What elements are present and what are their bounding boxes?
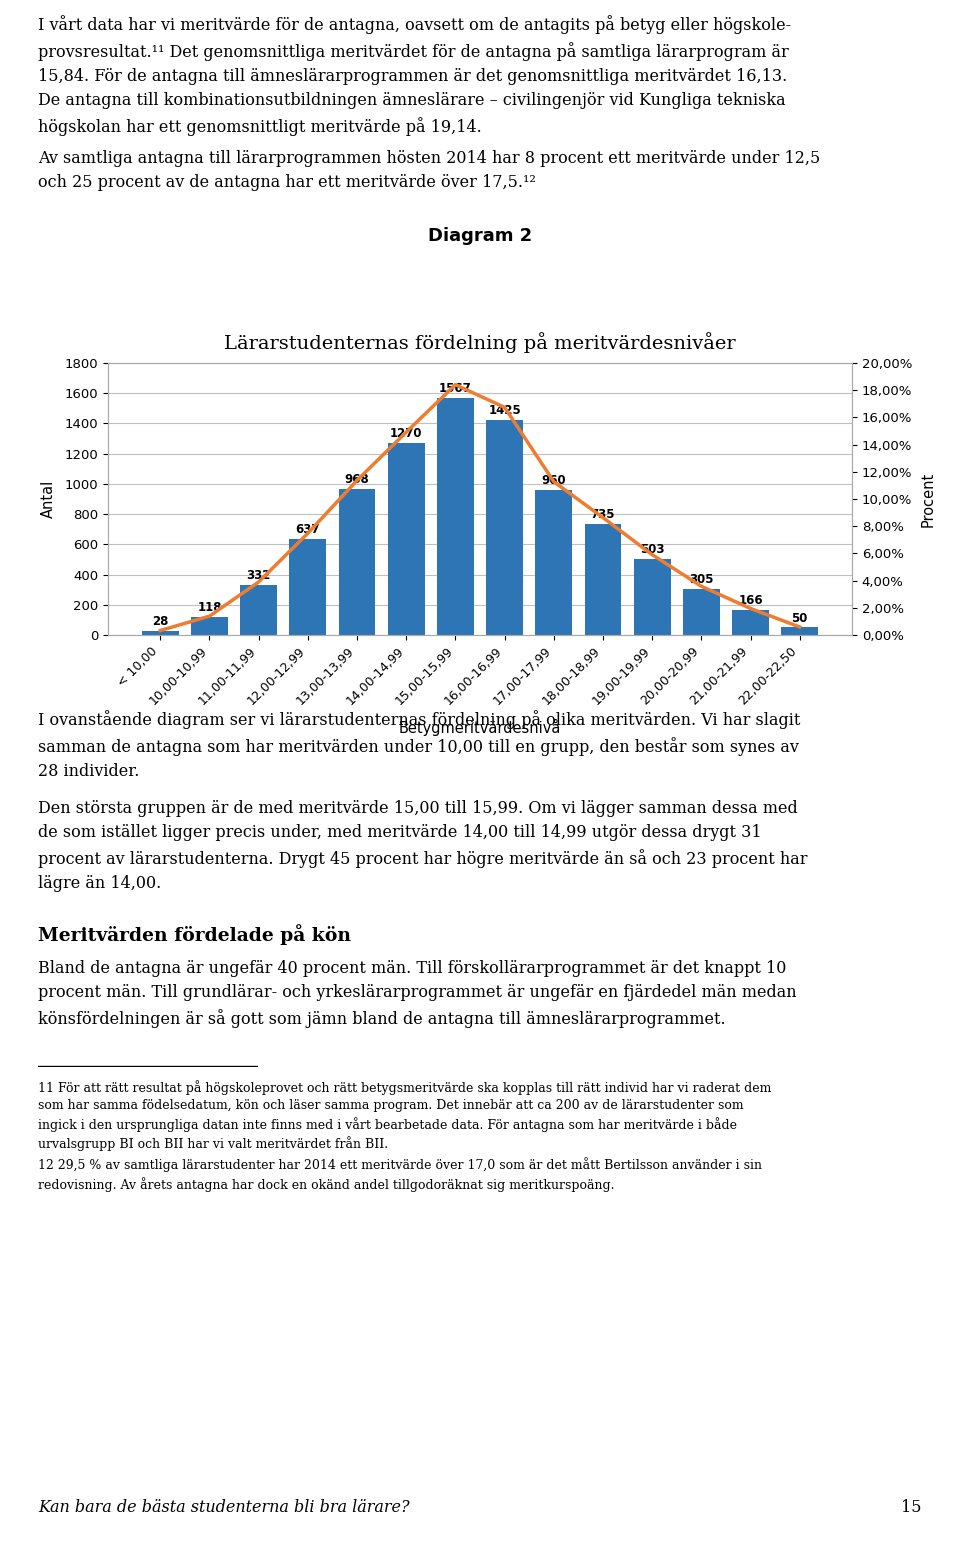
Text: Den största gruppen är de med meritvärde 15,00 till 15,99. Om vi lägger samman d: Den största gruppen är de med meritvärde… <box>38 799 807 892</box>
Text: Kan bara de bästa studenterna bli bra lärare?: Kan bara de bästa studenterna bli bra lä… <box>38 1498 410 1517</box>
Bar <box>142 631 179 636</box>
Text: 50: 50 <box>792 611 808 625</box>
Text: 12 29,5 % av samtliga lärarstudenter har 2014 ett meritvärde över 17,0 som är de: 12 29,5 % av samtliga lärarstudenter har… <box>38 1157 762 1193</box>
Text: 118: 118 <box>197 602 222 614</box>
Bar <box>536 491 572 636</box>
Text: Diagram 2: Diagram 2 <box>428 227 532 245</box>
Text: 1425: 1425 <box>489 404 521 417</box>
Bar <box>388 443 424 636</box>
Text: I vårt data har vi meritvärde för de antagna, oavsett om de antagits på betyg el: I vårt data har vi meritvärde för de ant… <box>38 15 791 136</box>
Text: 11 För att rätt resultat på högskoleprovet och rätt betygsmeritvärde ska kopplas: 11 För att rätt resultat på högskoleprov… <box>38 1080 772 1151</box>
Bar <box>732 609 769 636</box>
Text: I ovanstående diagram ser vi lärarstudenternas fördelning på olika meritvärden. : I ovanstående diagram ser vi lärarstuden… <box>38 710 801 781</box>
Bar <box>191 617 228 636</box>
Text: 166: 166 <box>738 594 763 608</box>
Y-axis label: Antal: Antal <box>41 480 57 518</box>
Text: 968: 968 <box>345 474 370 486</box>
Bar <box>683 589 720 636</box>
Y-axis label: Procent: Procent <box>921 471 936 526</box>
Text: Meritvärden fördelade på kön: Meritvärden fördelade på kön <box>38 924 351 946</box>
Text: 305: 305 <box>689 572 713 586</box>
Text: 637: 637 <box>296 523 320 535</box>
Text: 28: 28 <box>152 616 168 628</box>
Bar <box>437 398 474 636</box>
Bar <box>781 628 818 636</box>
Text: Bland de antagna är ungefär 40 procent män. Till förskollärarprogrammet är det k: Bland de antagna är ungefär 40 procent m… <box>38 960 797 1028</box>
Text: Av samtliga antagna till lärarprogrammen hösten 2014 har 8 procent ett meritvärd: Av samtliga antagna till lärarprogrammen… <box>38 150 820 191</box>
Bar <box>339 489 375 636</box>
Text: 960: 960 <box>541 474 566 488</box>
Bar <box>240 585 277 636</box>
Text: 503: 503 <box>640 543 664 557</box>
Title: Lärarstudenternas fördelning på meritvärdesnivåer: Lärarstudenternas fördelning på meritvär… <box>225 332 735 353</box>
Bar <box>634 559 671 636</box>
Text: 332: 332 <box>247 569 271 582</box>
Bar <box>289 539 326 636</box>
Bar <box>486 420 523 636</box>
Text: 1567: 1567 <box>439 383 471 395</box>
Text: 15: 15 <box>901 1498 922 1517</box>
Text: 1270: 1270 <box>390 427 422 440</box>
X-axis label: Betygmeritvärdesnivå: Betygmeritvärdesnivå <box>398 719 562 736</box>
Text: 735: 735 <box>590 508 615 522</box>
Bar <box>585 525 621 636</box>
